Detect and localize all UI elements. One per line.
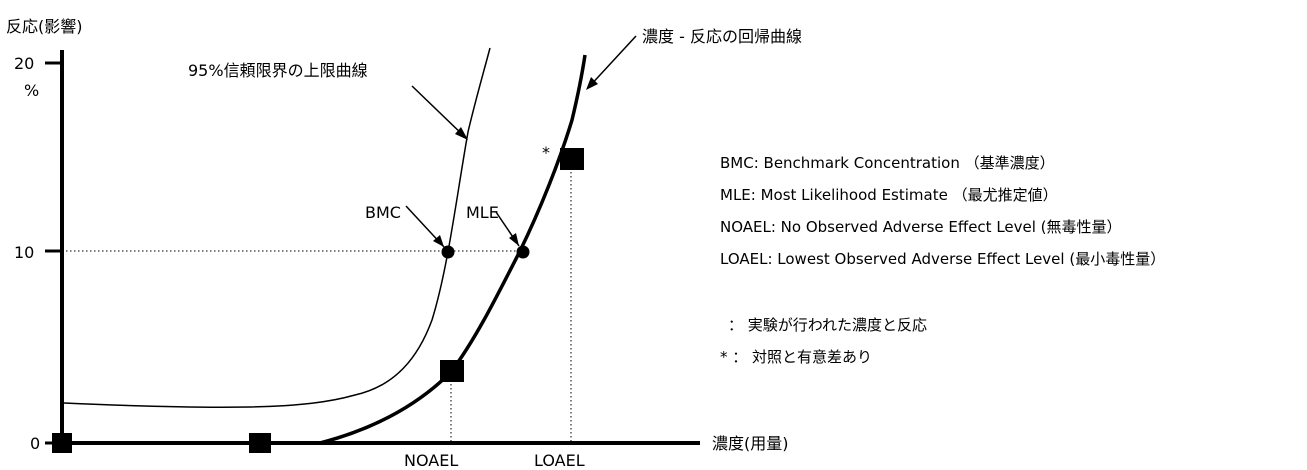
bmc-label: BMC — [365, 203, 401, 222]
legend-line-bmc: BMC: Benchmark Concentration （基準濃度） — [720, 154, 1055, 172]
regression-curve-arrow — [587, 35, 637, 89]
regression-curve-label: 濃度 - 反応の回帰曲線 — [642, 27, 802, 46]
regression-curve-arrowhead — [586, 77, 598, 90]
y-tick-label-0: 0 — [30, 434, 40, 453]
upper-curve-label: 95%信頼限界の上限曲線 — [188, 61, 368, 80]
legend-square-note: ： 実験が行われた濃度と反応 — [728, 316, 927, 334]
noael-label: NOAEL — [404, 451, 458, 470]
y-tick-label-20: 20 — [14, 54, 34, 73]
data-square-loael — [560, 148, 584, 170]
data-square-1 — [249, 433, 271, 453]
upper-curve-arrowhead — [455, 127, 468, 140]
y-axis-unit: % — [24, 81, 39, 100]
bmc-point — [441, 245, 455, 259]
legend-line-noael: NOAEL: No Observed Adverse Effect Level … — [720, 218, 1122, 236]
data-square-noael — [440, 360, 464, 382]
loael-label: LOAEL — [534, 451, 585, 470]
data-square-0 — [52, 433, 72, 453]
mle-label: MLE — [466, 203, 499, 222]
y-tick-label-10: 10 — [14, 243, 34, 262]
regression-curve — [319, 54, 587, 445]
mle-point — [516, 245, 530, 259]
x-axis-title: 濃度(用量) — [712, 434, 789, 453]
upper-confidence-curve — [63, 47, 491, 409]
significance-star: * — [542, 143, 550, 162]
legend-line-loael: LOAEL: Lowest Observed Adverse Effect Le… — [720, 250, 1165, 268]
legend-star-note: * ： 対照と有意差あり — [720, 348, 872, 366]
legend-line-mle: MLE: Most Likelihood Estimate （最尤推定値） — [720, 186, 1058, 204]
mle-arrowhead — [509, 233, 519, 246]
upper-curve-arrow — [411, 85, 467, 139]
bmc-arrowhead — [433, 235, 444, 247]
y-axis-title: 反応(影響) — [6, 17, 83, 36]
